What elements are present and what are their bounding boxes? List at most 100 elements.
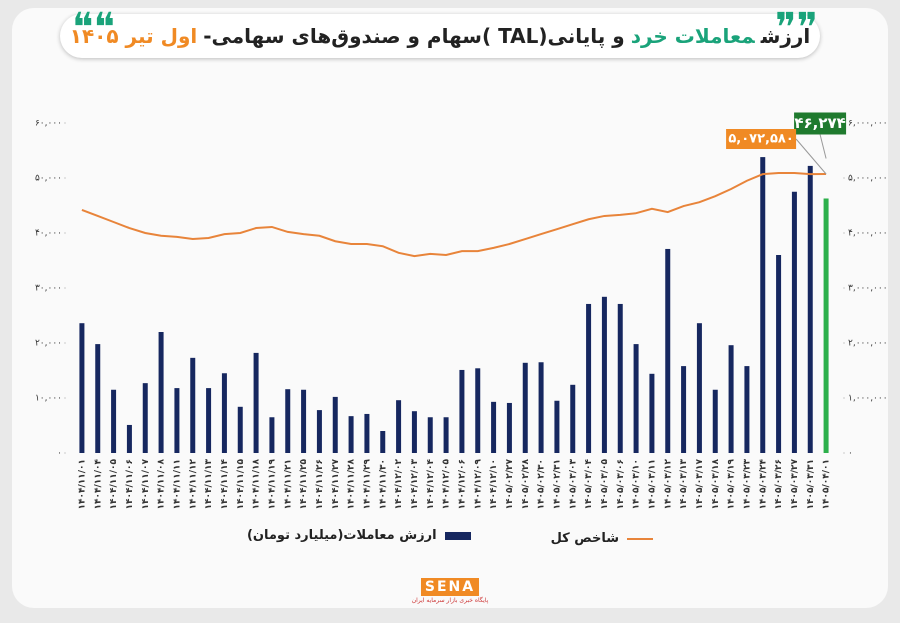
x-tick-label: ۱۴۰۴/۱۱/۲۵ xyxy=(299,459,309,510)
title-part: معاملات خرد xyxy=(630,24,755,48)
y-tick-label: ۰ xyxy=(57,449,62,459)
bar xyxy=(348,416,354,453)
bar xyxy=(538,362,544,453)
legend-swatch xyxy=(627,537,654,540)
bar xyxy=(253,352,259,453)
bar xyxy=(823,198,829,453)
x-tick-label: ۱۴۰۵/۰۲/۳۱ xyxy=(552,459,562,510)
title-part: و پایانی(TAL )سهام و صندوق‌های سهامی- xyxy=(203,24,625,48)
x-tick-label: ۱۴۰۴/۱۱/۲۶ xyxy=(315,459,325,510)
value-label-box xyxy=(794,112,847,135)
bar xyxy=(506,402,512,453)
bar xyxy=(206,388,212,453)
bar xyxy=(332,396,338,453)
x-tick-label: ۱۴۰۴/۱۱/۱۲ xyxy=(188,459,198,510)
bar xyxy=(554,400,560,453)
bar xyxy=(95,344,101,453)
x-tick-label: ۱۴۰۴/۱۱/۰۸ xyxy=(157,459,167,510)
x-tick-label: ۱۴۰۴/۱۱/۱۳ xyxy=(204,459,214,510)
x-tick-label: ۱۴۰۵/۰۳/۱۲ xyxy=(663,459,673,510)
x-tick-label: ۱۴۰۴/۱۱/۰۱ xyxy=(77,459,87,510)
x-tick-label: ۱۴۰۵/۰۳/۱۳ xyxy=(679,459,689,510)
legend-item: شاخص کل xyxy=(550,531,654,546)
bar xyxy=(665,248,671,453)
x-tick-label: ۱۴۰۴/۱۱/۰۵ xyxy=(109,459,119,510)
bar xyxy=(633,344,639,453)
bar xyxy=(237,406,243,453)
y2-tick-label: ۰ xyxy=(848,449,853,459)
x-tick-label: ۱۴۰۴/۱۲/۰۵ xyxy=(442,459,452,510)
y2-tick-label: ۲,۰۰۰,۰۰۰ xyxy=(848,339,888,349)
legend-item: ارزش معاملات(میلیارد تومان) xyxy=(247,528,471,543)
bar xyxy=(776,255,782,453)
x-tick-label: ۱۴۰۵/۰۳/۰۴ xyxy=(584,459,594,510)
panel xyxy=(12,8,888,608)
bar xyxy=(111,389,117,453)
y-tick-label: ۶۰,۰۰۰ xyxy=(35,119,62,129)
x-tick-label: ۱۴۰۵/۰۳/۱۰ xyxy=(632,459,642,510)
legend-label: شاخص کل xyxy=(550,531,620,546)
bar xyxy=(586,303,592,453)
y-tick-label: ۵۰,۰۰۰ xyxy=(35,174,62,184)
line xyxy=(81,172,827,258)
y-tick-label: ۲۰,۰۰۰ xyxy=(35,339,62,349)
quote-mark: ❝❝ xyxy=(72,5,116,51)
bar xyxy=(728,345,734,453)
bar xyxy=(791,191,797,453)
x-tick-label: ۱۴۰۴/۱۲/۰۲ xyxy=(394,459,404,510)
bar xyxy=(396,400,402,453)
legend-label: ارزش معاملات(میلیارد تومان) xyxy=(246,528,437,543)
bar xyxy=(522,362,528,453)
y-tick-label: ۴۰,۰۰۰ xyxy=(35,229,62,239)
x-tick-label: ۱۴۰۵/۰۳/۰۳ xyxy=(568,459,578,510)
bar xyxy=(459,369,465,453)
x-tick-label: ۱۴۰۵/۰۲/۳۰ xyxy=(537,459,547,510)
x-tick-label: ۱۴۰۴/۱۲/۱۰ xyxy=(489,459,499,510)
logo-text: SENA xyxy=(420,578,480,596)
x-tick-label: ۱۴۰۵/۰۳/۱۷ xyxy=(695,459,705,510)
bar xyxy=(285,389,291,453)
bar xyxy=(443,417,449,453)
bar xyxy=(475,368,481,453)
x-tick-label: ۱۴۰۴/۱۲/۰۳ xyxy=(410,459,420,510)
x-tick-label: ۱۴۰۵/۰۳/۱۹ xyxy=(727,459,737,510)
y-tick-label: ۱۰,۰۰۰ xyxy=(35,394,62,404)
logo: SENA پایگاه خبری بازار سرمایه ایران xyxy=(400,576,500,604)
bar xyxy=(158,332,164,453)
bar xyxy=(174,388,180,453)
x-tick-label: ۱۴۰۴/۱۱/۳۰ xyxy=(378,459,388,510)
title-part: ارزش xyxy=(760,24,811,48)
bar xyxy=(744,366,750,453)
bar xyxy=(142,383,148,453)
value-label: ۴۶,۲۷۴ xyxy=(794,114,845,132)
x-tick-label: ۱۴۰۴/۱۱/۱۵ xyxy=(236,459,246,510)
y2-tick-label: ۵,۰۰۰,۰۰۰ xyxy=(848,174,888,184)
bar xyxy=(316,410,322,453)
bar xyxy=(681,366,687,453)
chart-title: ارزشمعاملات خردو پایانی(TAL )سهام و صندو… xyxy=(60,14,820,58)
bar xyxy=(190,357,196,453)
bar xyxy=(411,411,417,453)
value-label: ۵,۰۷۲,۵۸۰ xyxy=(728,132,793,147)
x-tick-label: ۱۴۰۵/۰۳/۳۱ xyxy=(806,459,816,510)
bar xyxy=(221,373,227,453)
bar xyxy=(380,431,386,453)
source: پایگاه خبری بازار سرمایه ایران xyxy=(411,597,489,604)
x-tick-label: ۱۴۰۵/۰۳/۲۶ xyxy=(774,459,784,510)
x-tick-label: ۱۴۰۵/۰۳/۱۸ xyxy=(711,459,721,510)
leader xyxy=(795,138,827,175)
title-part: اول تیر ۱۴۰۵ xyxy=(69,24,198,48)
bar xyxy=(760,157,766,453)
quote-mark: ❞❞ xyxy=(775,5,819,51)
bar xyxy=(649,373,655,453)
x-tick-label: ۱۴۰۴/۱۱/۰۶ xyxy=(125,459,135,510)
x-tick-label: ۱۴۰۵/۰۲/۲۷ xyxy=(505,459,515,510)
x-tick-label: ۱۴۰۵/۰۳/۰۶ xyxy=(616,459,626,510)
x-tick-label: ۱۴۰۴/۱۱/۲۱ xyxy=(283,459,293,510)
y2-tick-label: ۱,۰۰۰,۰۰۰ xyxy=(848,394,888,404)
x-tick-label: ۱۴۰۴/۱۲/۰۹ xyxy=(473,459,483,510)
x-tick-label: ۱۴۰۴/۱۱/۰۷ xyxy=(141,459,151,510)
bar xyxy=(364,413,370,453)
bar xyxy=(79,323,85,453)
